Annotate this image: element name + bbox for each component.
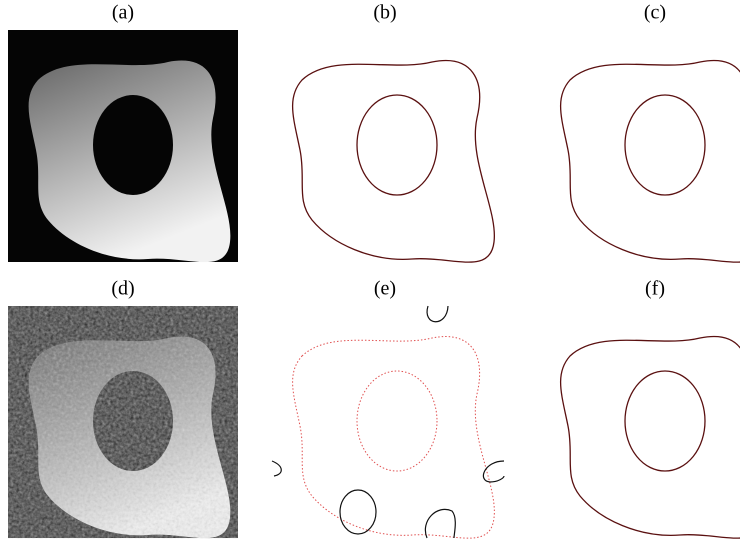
image-clean xyxy=(8,30,238,262)
panel-label: (e) xyxy=(374,278,396,300)
panel-label: (c) xyxy=(644,2,666,24)
panel-label: (f) xyxy=(645,278,665,300)
figure: (a) (b) (c) (d) (e) (f) xyxy=(0,0,740,544)
panel-label: (d) xyxy=(111,278,134,300)
contour-b xyxy=(293,61,495,263)
contour-c xyxy=(561,61,740,263)
panel-label: (a) xyxy=(112,2,134,24)
panel-label: (b) xyxy=(373,2,396,24)
image-noisy xyxy=(8,306,238,538)
contour-e xyxy=(272,306,504,538)
contour-f xyxy=(561,337,740,539)
